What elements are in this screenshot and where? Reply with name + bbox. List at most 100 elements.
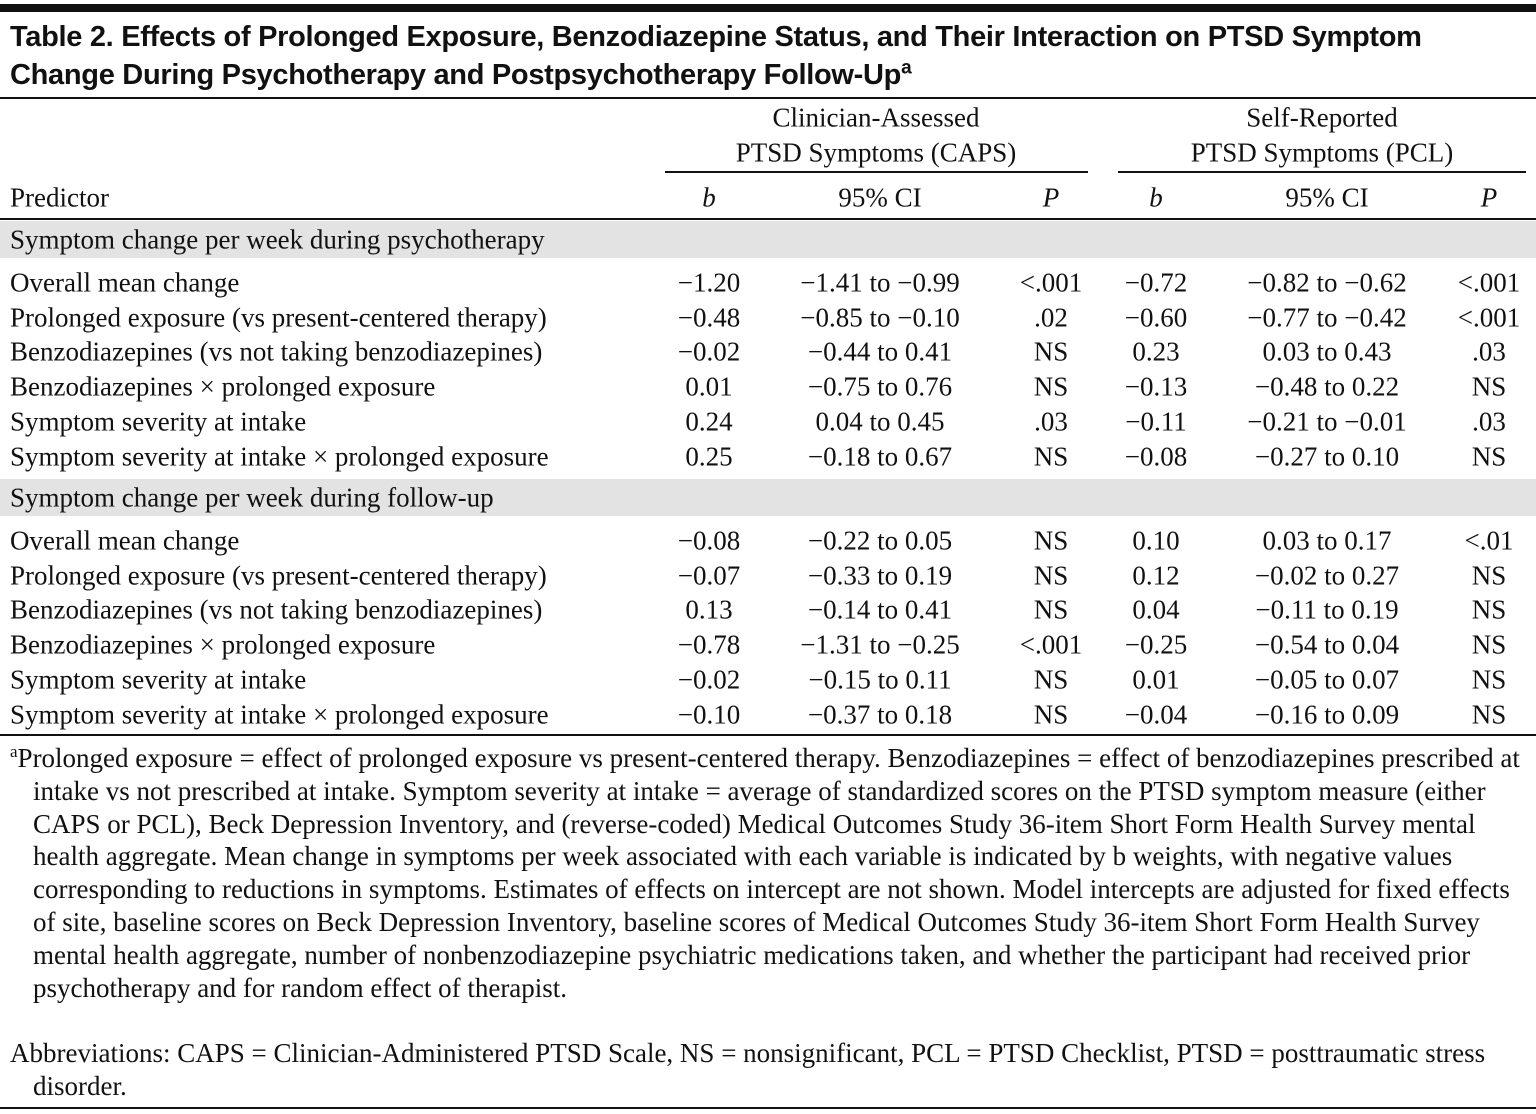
table-cell: −0.02 — [677, 336, 741, 367]
table-cell: −1.41 to −0.99 — [800, 267, 960, 298]
table-cell: −1.20 — [677, 267, 741, 298]
column-header: P — [1042, 182, 1060, 213]
table-cell: <.001 — [1019, 629, 1083, 660]
table-cell: .02 — [1034, 302, 1068, 333]
table-cell: −0.27 to 0.10 — [1254, 441, 1400, 471]
section-band — [0, 479, 1536, 516]
table-cell: −0.78 — [677, 629, 741, 660]
table-cell: 0.12 — [1132, 560, 1180, 591]
row-label: Symptom severity at intake × prolonged e… — [10, 441, 549, 471]
column-header: 95% CI — [838, 182, 922, 213]
table-cell: NS — [1033, 371, 1069, 402]
table-cell: NS — [1471, 560, 1507, 591]
table-cell: −0.14 to 0.41 — [807, 594, 953, 625]
table-cell: −0.33 to 0.19 — [807, 560, 953, 591]
table-cell: <.01 — [1464, 525, 1514, 556]
table-cell: 0.04 — [1132, 594, 1180, 625]
table-cell: −0.08 — [677, 525, 741, 556]
table-cell: −0.11 to 0.19 — [1255, 594, 1399, 625]
rule — [0, 97, 1536, 99]
column-header: b — [1149, 182, 1163, 213]
column-header: Predictor — [10, 182, 109, 213]
table-cell: −1.31 to −0.25 — [800, 629, 960, 660]
column-header: P — [1480, 182, 1498, 213]
row-label: Benzodiazepines (vs not taking benzodiaz… — [10, 336, 543, 367]
table-cell: 0.13 — [685, 594, 733, 625]
table-cell: −0.11 — [1125, 406, 1187, 437]
table-cell: −0.02 to 0.27 — [1254, 560, 1400, 591]
table-cell: −0.77 to −0.42 — [1247, 302, 1407, 333]
table-cell: 0.01 — [1132, 664, 1180, 695]
table-cell: NS — [1033, 664, 1069, 695]
table-cell: NS — [1033, 699, 1069, 729]
table-cell: −0.48 to 0.22 — [1254, 371, 1400, 402]
table-cell: −0.13 — [1124, 371, 1188, 402]
table-title-block: Table 2. Effects of Prolonged Exposure, … — [10, 18, 1510, 94]
row-label: Symptom severity at intake — [10, 664, 307, 695]
row-label: Prolonged exposure (vs present-centered … — [10, 560, 547, 591]
column-group-header: PTSD Symptoms (CAPS) — [735, 137, 1017, 168]
row-label: Prolonged exposure (vs present-centered … — [10, 302, 547, 333]
table-cell: −0.02 — [677, 664, 741, 695]
table-cell: NS — [1033, 594, 1069, 625]
table-cell: <.001 — [1457, 267, 1521, 298]
column-group-header: Self-Reported — [1246, 102, 1398, 133]
rule — [0, 734, 1536, 736]
table-cell: 0.24 — [685, 406, 733, 437]
table-cell: NS — [1471, 629, 1507, 660]
row-label: Overall mean change — [10, 525, 240, 556]
table-cell: −0.48 — [677, 302, 741, 333]
table-cell: −0.54 to 0.04 — [1254, 629, 1400, 660]
table-cell: NS — [1471, 664, 1507, 695]
footnote-text: Prolonged exposure = effect of prolonged… — [17, 743, 1520, 1003]
bottom-rule — [0, 1107, 1536, 1109]
row-label: Benzodiazepines × prolonged exposure — [10, 629, 436, 660]
table-cell: NS — [1033, 560, 1069, 591]
row-label: Symptom severity at intake — [10, 406, 307, 437]
section-title: Symptom change per week during follow-up — [10, 482, 494, 513]
column-header: 95% CI — [1285, 182, 1369, 213]
section-band — [0, 221, 1536, 258]
table-cell: −0.16 to 0.09 — [1254, 699, 1400, 729]
table-cell: 0.25 — [685, 441, 733, 471]
column-group-header: Clinician-Assessed — [772, 102, 980, 133]
table-cell: −0.37 to 0.18 — [807, 699, 953, 729]
table-cell: NS — [1033, 525, 1069, 556]
table-cell: −0.10 — [677, 699, 741, 729]
group-rule — [1118, 171, 1526, 173]
table-cell: NS — [1033, 441, 1069, 471]
row-label: Overall mean change — [10, 267, 240, 298]
table-cell: .03 — [1472, 336, 1506, 367]
footnote-marker: a — [10, 742, 18, 761]
table-cell: −0.21 to −0.01 — [1247, 406, 1407, 437]
table-title: Table 2. Effects of Prolonged Exposure, … — [10, 21, 1422, 91]
rule — [0, 218, 1536, 220]
table-cell: −0.05 to 0.07 — [1254, 664, 1400, 695]
table-cell: −0.25 — [1124, 629, 1188, 660]
top-bar — [0, 4, 1536, 12]
table-cell: <.001 — [1019, 267, 1083, 298]
table-cell: 0.04 to 0.45 — [815, 406, 945, 437]
footnote: aProlonged exposure = effect of prolonge… — [10, 742, 1526, 1004]
section-title: Symptom change per week during psychothe… — [10, 224, 545, 255]
table-cell: 0.03 to 0.43 — [1262, 336, 1392, 367]
table-cell: NS — [1471, 594, 1507, 625]
table-cell: NS — [1471, 441, 1507, 471]
column-header: b — [702, 182, 716, 213]
table-cell: −0.75 to 0.76 — [807, 371, 953, 402]
abbreviations: Abbreviations: CAPS = Clinician-Administ… — [10, 1038, 1486, 1101]
table-cell: −0.18 to 0.67 — [807, 441, 953, 471]
table-cell: NS — [1471, 371, 1507, 402]
group-rule — [665, 171, 1088, 173]
row-label: Benzodiazepines (vs not taking benzodiaz… — [10, 594, 543, 625]
table-cell: −0.82 to −0.62 — [1247, 267, 1407, 298]
table-cell: NS — [1471, 699, 1507, 729]
table-cell: <.001 — [1457, 302, 1521, 333]
table-cell: −0.72 — [1124, 267, 1188, 298]
table-cell: −0.04 — [1124, 699, 1188, 729]
row-label: Symptom severity at intake × prolonged e… — [10, 699, 549, 729]
table-cell: 0.03 to 0.17 — [1262, 525, 1392, 556]
table-cell: 0.01 — [685, 371, 733, 402]
table-cell: −0.15 to 0.11 — [808, 664, 952, 695]
